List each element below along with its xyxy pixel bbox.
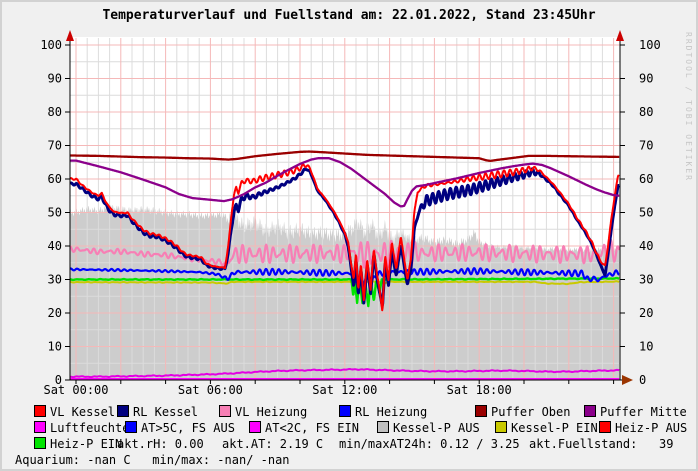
legend-item: VL Kessel — [34, 405, 115, 419]
kessel-p-aus-swatch — [377, 421, 389, 433]
y-tick-label-right: 0 — [639, 373, 646, 387]
puffer-mitte-swatch — [584, 405, 596, 417]
y-tick-label-right: 50 — [639, 206, 653, 220]
stat-akt-rh: akt.rH: 0.00 — [117, 437, 204, 451]
y-tick-label-left: 50 — [48, 206, 62, 220]
rl-kessel-swatch — [117, 405, 129, 417]
y-axis-arrow-left — [66, 30, 74, 41]
y-tick-label-left: 90 — [48, 72, 62, 86]
y-tick-label-right: 100 — [639, 38, 661, 52]
legend-row-4: Aquarium: -nan C min/max: -nan/ -nan — [2, 453, 696, 468]
y-tick-label-left: 70 — [48, 139, 62, 153]
vl-heizung-swatch — [219, 405, 231, 417]
legend-item: RL Kessel — [117, 405, 198, 419]
heiz-p-aus-swatch — [599, 421, 611, 433]
at-gt5-swatch — [125, 421, 137, 433]
y-tick-label-left: 60 — [48, 172, 62, 186]
vl-kessel-swatch — [34, 405, 46, 417]
series-puffer-oben — [70, 150, 620, 163]
luftfeuchte-swatch — [34, 421, 46, 433]
plot-area — [70, 38, 620, 380]
legend-item: AT<2C, FS EIN — [249, 421, 359, 435]
series-aussentemperatur — [70, 368, 620, 379]
legend-item: RL Heizung — [339, 405, 427, 419]
y-tick-label-left: 20 — [48, 306, 62, 320]
stat-akt-at: akt.AT: 2.19 C — [222, 437, 324, 451]
y-axis-arrow-right — [616, 30, 624, 41]
rrdtool-watermark: RRDTOOL / TOBI OETIKER — [684, 32, 693, 182]
graph-title: Temperaturverlauf und Fuellstand am: 22.… — [102, 8, 596, 23]
y-tick-label-right: 90 — [639, 72, 653, 86]
legend-item: VL Heizung — [219, 405, 307, 419]
chart-canvas: 0 0 10 10 20 20 30 30 40 40 50 50 60 60 70 70 80 80 90 90 10… — [40, 30, 661, 397]
y-tick-label-right: 40 — [639, 239, 653, 253]
stat-akt-fuellstand: akt.Fuellstand: 39 — [529, 437, 674, 451]
y-tick-label-right: 70 — [639, 139, 653, 153]
series-heiz-p-ein — [70, 276, 620, 308]
y-tick-label-right: 60 — [639, 172, 653, 186]
x-tick-label: Sat 06:00 — [178, 383, 243, 397]
stat-minmax-at24h: min/maxAT24h: 0.12 / 3.25 — [339, 437, 520, 451]
x-axis-arrow — [622, 375, 633, 385]
y-tick-label-left: 40 — [48, 239, 62, 253]
y-tick-label-right: 80 — [639, 105, 653, 119]
kessel-p-ein-swatch — [495, 421, 507, 433]
y-tick-label-right: 30 — [639, 273, 653, 287]
at-lt2-swatch — [249, 421, 261, 433]
legend-item: Puffer Mitte — [584, 405, 687, 419]
y-tick-label-right: 10 — [639, 340, 653, 354]
legend-item: Heiz-P EIN — [34, 437, 122, 451]
legend-item: AT>5C, FS AUS — [125, 421, 235, 435]
x-tick-label: Sat 18:00 — [447, 383, 512, 397]
series-kessel-p-ein — [70, 280, 620, 286]
puffer-oben-swatch — [475, 405, 487, 417]
legend-item: Heiz-P AUS — [599, 421, 687, 435]
legend-row-2: Luftfeuchte AT>5C, FS AUS AT<2C, FS EIN … — [2, 421, 696, 436]
legend-item: Luftfeuchte — [34, 421, 129, 435]
y-tick-label-right: 20 — [639, 306, 653, 320]
legend-row-3: Heiz-P EIN akt.rH: 0.00 akt.AT: 2.19 C m… — [2, 437, 696, 452]
x-tick-label: Sat 12:00 — [312, 383, 377, 397]
rl-heizung-swatch — [339, 405, 351, 417]
legend-item: Puffer Oben — [475, 405, 570, 419]
series-rl-heizung — [70, 267, 620, 287]
legend-row-1: VL Kessel RL Kessel VL Heizung RL Heizun… — [2, 405, 696, 420]
series-vl-heizung — [70, 238, 620, 269]
legend-item: Kessel-P EIN — [495, 421, 598, 435]
y-tick-label-left: 0 — [55, 373, 62, 387]
y-tick-label-left: 80 — [48, 105, 62, 119]
y-tick-label-left: 10 — [48, 340, 62, 354]
series-puffer-mitte — [70, 157, 620, 208]
x-tick-label: Sat 00:00 — [43, 383, 108, 397]
series-vl-kessel — [70, 163, 620, 312]
legend-item: Kessel-P AUS — [377, 421, 480, 435]
y-tick-label-left: 30 — [48, 273, 62, 287]
stat-aquarium: Aquarium: -nan C min/max: -nan/ -nan — [15, 453, 290, 467]
heiz-p-ein-swatch — [34, 437, 46, 449]
y-tick-label-left: 100 — [40, 38, 62, 52]
